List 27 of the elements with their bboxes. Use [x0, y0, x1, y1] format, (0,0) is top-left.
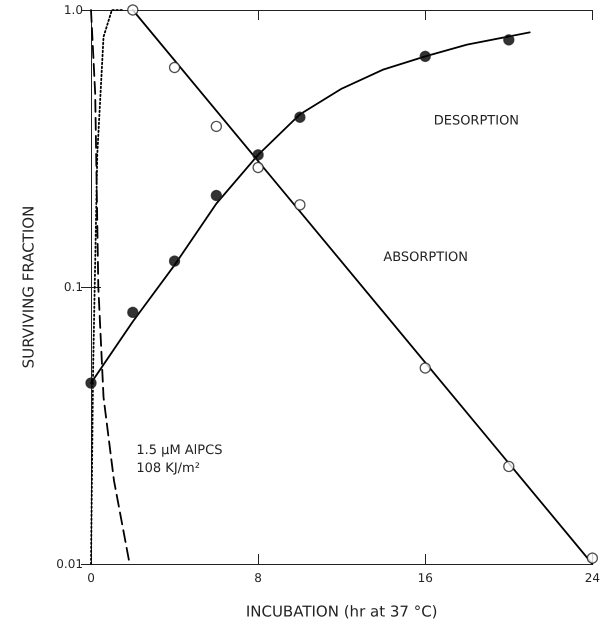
- point: [168, 62, 180, 74]
- x-axis-title: INCUBATION (hr at 37 °C): [246, 602, 438, 620]
- point: [503, 34, 514, 46]
- point: [210, 190, 222, 202]
- x-tick-label: 24: [584, 571, 600, 585]
- point: [252, 149, 264, 160]
- x-tick-label: 0: [87, 571, 95, 585]
- point: [503, 460, 514, 472]
- annotation: 1.5 μM AlPCS 108 KJ/m²: [136, 443, 222, 476]
- point: [85, 377, 97, 389]
- x-tick-label: 16: [418, 571, 433, 585]
- point: [294, 112, 306, 123]
- point: [420, 50, 431, 62]
- x-tick-label: 8: [254, 571, 262, 585]
- annotation: ABSORPTION: [383, 250, 468, 266]
- y-tick-label: 1.0: [64, 3, 83, 17]
- point: [294, 199, 306, 210]
- annotation: DESORPTION: [434, 114, 520, 129]
- point: [420, 362, 431, 374]
- y-tick-label: 0.01: [56, 557, 83, 571]
- y-axis-title: SURVIVING FRACTION: [20, 206, 38, 368]
- point: [210, 120, 222, 132]
- y-tick-label: 0.1: [64, 280, 83, 294]
- point: [168, 255, 180, 267]
- point: [127, 306, 138, 318]
- point: [127, 4, 138, 16]
- point: [252, 162, 264, 174]
